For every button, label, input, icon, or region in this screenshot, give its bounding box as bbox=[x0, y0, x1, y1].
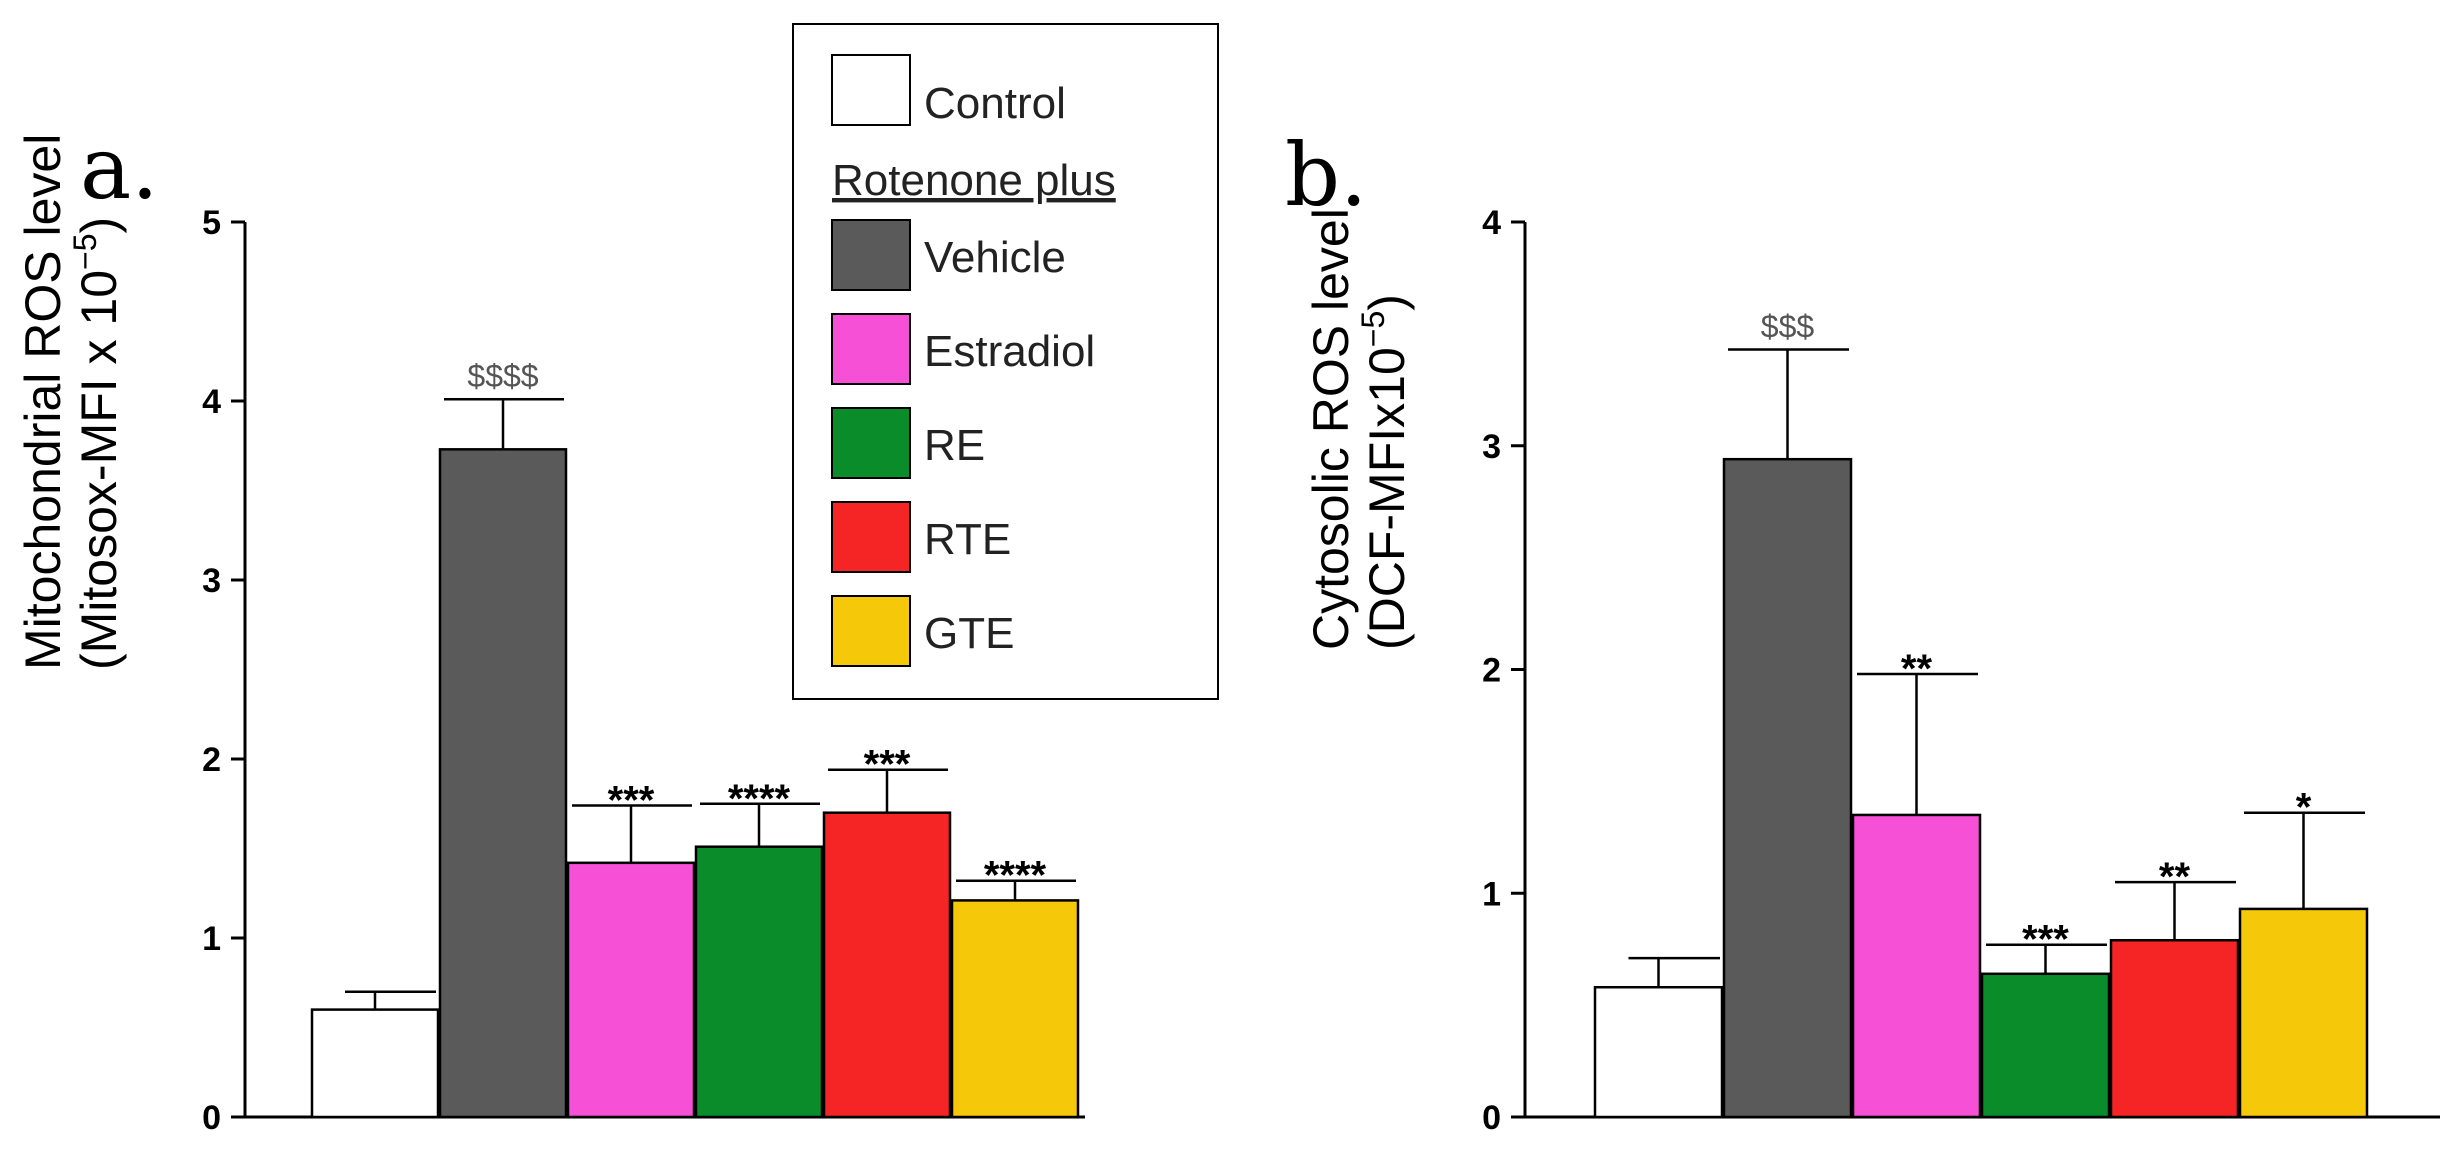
legend-entries: Vehicle Estradiol RE RTE GTE bbox=[831, 219, 1095, 667]
panel-b-ylabel-line1: Cytosolic ROS level bbox=[1303, 208, 1359, 650]
legend-label-gte: GTE bbox=[924, 609, 1014, 658]
legend-swatch-gte bbox=[831, 595, 911, 667]
panel-a-y-tick-label: 1 bbox=[202, 920, 221, 958]
panel-a-significance-estradiol: *** bbox=[608, 779, 655, 823]
panel-b-bar-estradiol bbox=[1851, 813, 1982, 1119]
panel-b-ylabel-line2: (DCF-MFIx10−5) bbox=[1355, 294, 1415, 650]
panel-b-y-tick-label: 4 bbox=[1482, 204, 1501, 242]
legend-label-estradiol: Estradiol bbox=[924, 327, 1095, 376]
panel-b-significance-vehicle: $$$ bbox=[1761, 309, 1815, 345]
legend: Control Rotenone plus Vehicle Estradiol RE… bbox=[792, 23, 1219, 700]
legend-label-re: RE bbox=[924, 421, 985, 470]
panel-b-bar-control bbox=[1593, 985, 1724, 1119]
legend-swatch-control bbox=[831, 54, 911, 126]
legend-label-rte: RTE bbox=[924, 515, 1011, 564]
legend-label-control: Control bbox=[924, 79, 1066, 128]
panel-b-bar-re bbox=[1980, 972, 2111, 1119]
panel-a-bar-control bbox=[310, 1008, 440, 1119]
legend-swatch-estradiol bbox=[831, 313, 911, 385]
legend-swatch-rte bbox=[831, 501, 911, 573]
panel-a-bar-estradiol bbox=[566, 861, 696, 1119]
panel-a-ylabel-line2: (Mitosox-MFI x 10−5) bbox=[67, 217, 127, 670]
panel-a-chart: a. Mitochondrial ROS level (Mitosox-MFI … bbox=[15, 119, 1085, 1137]
panel-a-significance-vehicle: $$$$ bbox=[467, 358, 538, 394]
panel-a-bar-re bbox=[694, 845, 824, 1119]
panel-b-bar-rte bbox=[2109, 938, 2240, 1119]
panel-a-ylabel-line1: Mitochondrial ROS level bbox=[15, 134, 71, 670]
panel-b-chart: b. Cytosolic ROS level (DCF-MFIx10−5) 0 1… bbox=[1285, 126, 2440, 1137]
legend-label-vehicle: Vehicle bbox=[924, 233, 1066, 282]
panel-a-y-axis-title: Mitochondrial ROS level (Mitosox-MFI x 1… bbox=[15, 134, 127, 670]
panel-a-y-tick-label: 3 bbox=[202, 562, 221, 600]
panel-a-significance-gte: **** bbox=[984, 854, 1047, 898]
panel-b-significance-gte: * bbox=[2296, 786, 2312, 830]
panel-a-bar-rte bbox=[822, 811, 952, 1119]
panel-b-significance-estradiol: ** bbox=[1901, 647, 1933, 691]
panel-b-significance-re: *** bbox=[2022, 918, 2069, 962]
panel-b-bar-gte bbox=[2238, 907, 2369, 1119]
panel-a-y-tick-label: 4 bbox=[202, 383, 221, 421]
panel-a-significance-rte: *** bbox=[864, 743, 911, 787]
panel-a-y-tick-label: 0 bbox=[202, 1099, 221, 1137]
panel-a-bar-vehicle bbox=[438, 448, 568, 1119]
legend-swatch-vehicle bbox=[831, 219, 911, 291]
panel-a-label: a. bbox=[80, 119, 159, 219]
panel-a-y-tick-label: 2 bbox=[202, 741, 221, 779]
panel-b-significance-rte: ** bbox=[2159, 855, 2191, 899]
panel-b-label: b. bbox=[1285, 126, 1367, 226]
panel-a-y-tick-label: 5 bbox=[202, 204, 221, 242]
legend-heading-rotenone-plus: Rotenone plus bbox=[832, 156, 1116, 205]
panel-b-y-tick-label: 3 bbox=[1482, 428, 1501, 466]
panel-b-y-tick-label: 2 bbox=[1482, 652, 1501, 690]
panel-b-y-axis-title: Cytosolic ROS level (DCF-MFIx10−5) bbox=[1303, 208, 1415, 650]
panel-b-bar-vehicle bbox=[1722, 457, 1853, 1119]
panel-a-bars: $$$$*** *********** bbox=[310, 358, 1080, 1119]
panel-b-y-tick-label: 0 bbox=[1482, 1099, 1501, 1137]
panel-a-significance-re: **** bbox=[728, 777, 791, 821]
panel-b-bars: $$$******** bbox=[1593, 309, 2369, 1119]
panel-a-bar-gte bbox=[950, 899, 1080, 1119]
legend-swatch-re bbox=[831, 407, 911, 479]
panel-b-y-tick-label: 1 bbox=[1482, 875, 1501, 913]
